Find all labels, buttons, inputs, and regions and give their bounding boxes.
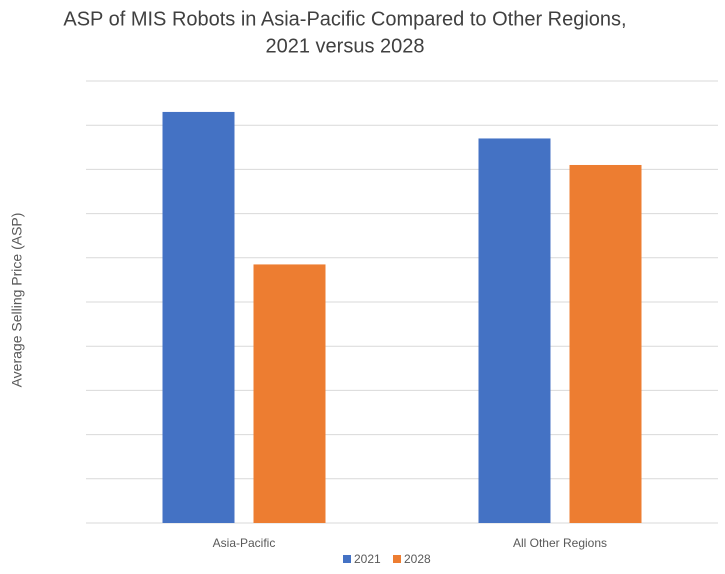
x-tick-label: Asia-Pacific — [213, 536, 276, 550]
legend-swatch — [393, 555, 401, 563]
chart-title: 2021 versus 2028 — [265, 35, 424, 57]
bar — [162, 111, 235, 523]
bar — [253, 264, 326, 523]
legend-label: 2021 — [354, 552, 381, 566]
x-tick-label: All Other Regions — [513, 536, 607, 550]
bar — [569, 164, 642, 524]
legend-swatch — [343, 555, 351, 563]
chart-title: ASP of MIS Robots in Asia-Pacific Compar… — [63, 8, 626, 30]
y-axis-label: Average Selling Price (ASP) — [9, 213, 25, 388]
bar — [478, 138, 551, 523]
legend-label: 2028 — [404, 552, 431, 566]
